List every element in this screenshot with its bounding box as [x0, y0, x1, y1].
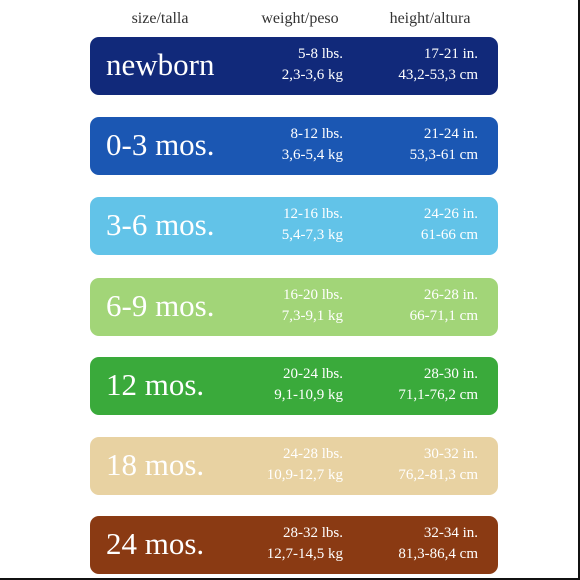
- size-row: 18 mos. 24-28 lbs. 10,9-12,7 kg 30-32 in. 76…: [90, 437, 498, 495]
- weight-lbs: 8-12 lbs.: [290, 126, 344, 142]
- height-in: 21-24 in.: [423, 126, 478, 142]
- weight-kg: 12,7-14,5 kg: [266, 546, 343, 562]
- weight-cell: 24-28 lbs. 10,9-12,7 kg: [267, 444, 343, 486]
- weight-kg: 2,3-3,6 kg: [281, 67, 343, 83]
- weight-cell: 8-12 lbs. 3,6-5,4 kg: [282, 124, 343, 166]
- size-row: 24 mos. 28-32 lbs. 12,7-14,5 kg 32-34 in. 81…: [90, 516, 498, 574]
- weight-lbs: 16-20 lbs.: [283, 287, 343, 303]
- size-row: 12 mos. 20-24 lbs. 9,1-10,9 kg 28-30 in. 71,…: [90, 357, 498, 415]
- weight-cell: 16-20 lbs. 7,3-9,1 kg: [282, 285, 343, 327]
- height-cm: 76,2-81,3 cm: [398, 467, 478, 483]
- height-cm: 61-66 cm: [420, 227, 478, 243]
- size-row: 6-9 mos. 16-20 lbs. 7,3-9,1 kg 26-28 in. 66-…: [90, 278, 498, 336]
- size-label: 6-9 mos.: [106, 288, 215, 323]
- size-row: 0-3 mos. 8-12 lbs. 3,6-5,4 kg 21-24 in. 53,3…: [90, 117, 498, 175]
- height-cell: 21-24 in. 53,3-61 cm: [410, 124, 478, 166]
- size-label: 18 mos.: [106, 447, 205, 482]
- height-in: 17-21 in.: [423, 46, 478, 62]
- header-weight: weight/peso: [261, 10, 339, 27]
- size-row: newborn 5-8 lbs. 2,3-3,6 kg 17-21 in. 43,2-5…: [90, 37, 498, 95]
- height-cell: 28-30 in. 71,1-76,2 cm: [398, 364, 478, 406]
- size-label: 12 mos.: [106, 367, 205, 402]
- weight-lbs: 5-8 lbs.: [298, 46, 343, 62]
- weight-lbs: 28-32 lbs.: [283, 525, 343, 541]
- size-label: 3-6 mos.: [106, 207, 215, 242]
- weight-cell: 28-32 lbs. 12,7-14,5 kg: [267, 523, 343, 565]
- weight-kg: 9,1-10,9 kg: [274, 387, 343, 403]
- weight-kg: 3,6-5,4 kg: [281, 147, 343, 163]
- height-in: 32-34 in.: [423, 525, 478, 541]
- height-cell: 30-32 in. 76,2-81,3 cm: [398, 444, 478, 486]
- header-size: size/talla: [131, 10, 189, 27]
- size-label: 0-3 mos.: [106, 127, 215, 162]
- weight-lbs: 20-24 lbs.: [283, 366, 343, 382]
- height-in: 24-26 in.: [423, 206, 478, 222]
- height-cell: 26-28 in. 66-71,1 cm: [410, 285, 478, 327]
- height-in: 30-32 in.: [423, 446, 478, 462]
- height-in: 26-28 in.: [423, 287, 478, 303]
- weight-lbs: 24-28 lbs.: [283, 446, 343, 462]
- height-cell: 17-21 in. 43,2-53,3 cm: [398, 44, 478, 86]
- height-in: 28-30 in.: [423, 366, 478, 382]
- weight-lbs: 12-16 lbs.: [283, 206, 343, 222]
- height-cm: 71,1-76,2 cm: [398, 387, 478, 403]
- height-cm: 66-71,1 cm: [409, 308, 478, 324]
- height-cm: 43,2-53,3 cm: [398, 67, 478, 83]
- weight-kg: 7,3-9,1 kg: [281, 308, 343, 324]
- height-cell: 24-26 in. 61-66 cm: [421, 204, 478, 246]
- size-row: 3-6 mos. 12-16 lbs. 5,4-7,3 kg 24-26 in. 61-…: [90, 197, 498, 255]
- height-cell: 32-34 in. 81,3-86,4 cm: [398, 523, 478, 565]
- height-cm: 81,3-86,4 cm: [398, 546, 478, 562]
- weight-cell: 5-8 lbs. 2,3-3,6 kg: [282, 44, 343, 86]
- height-cm: 53,3-61 cm: [409, 147, 478, 163]
- size-label: newborn: [106, 47, 215, 82]
- weight-cell: 12-16 lbs. 5,4-7,3 kg: [282, 204, 343, 246]
- weight-cell: 20-24 lbs. 9,1-10,9 kg: [274, 364, 343, 406]
- size-label: 24 mos.: [106, 526, 205, 561]
- weight-kg: 10,9-12,7 kg: [266, 467, 343, 483]
- header-height: height/altura: [389, 10, 471, 27]
- weight-kg: 5,4-7,3 kg: [281, 227, 343, 243]
